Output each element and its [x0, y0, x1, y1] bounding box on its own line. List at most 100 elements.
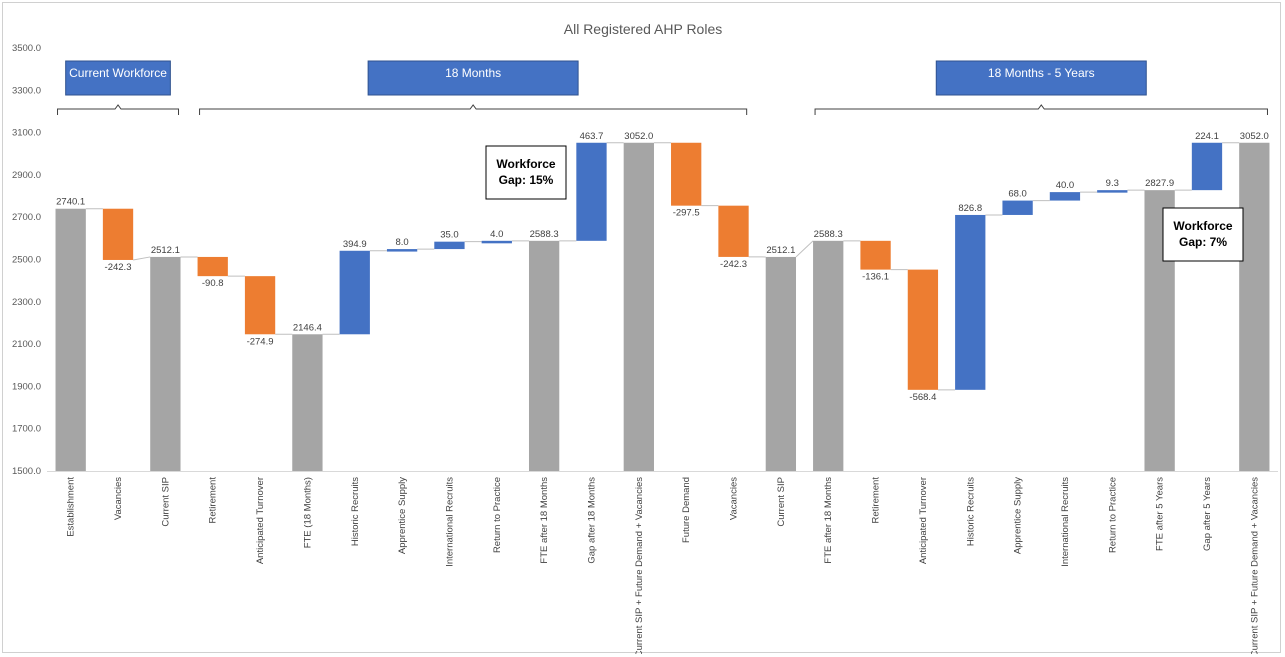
x-tick-label: Current SIP + Future Demand + Vacancies [1249, 477, 1260, 654]
data-label: -242.3 [720, 259, 747, 270]
bar-total [528, 240, 560, 471]
bar-increase [576, 142, 607, 241]
bar-increase [481, 240, 512, 244]
bar-decrease [244, 276, 276, 335]
data-label: 826.8 [958, 203, 982, 214]
x-axis: Establishment Vacancies Current SIP Retirem… [47, 471, 1278, 654]
x-tick-label: FTE after 18 Months [539, 477, 550, 564]
bar-total [55, 208, 86, 471]
data-label: -136.1 [862, 272, 889, 283]
data-labels: 2740.1 -242.3 2512.1 -90.8 -274.9 2146.4 394.9… [56, 131, 1269, 403]
bar-decrease [671, 142, 702, 206]
data-label: 2827.9 [1145, 178, 1174, 189]
bar-total [813, 240, 844, 471]
data-label: 2588.3 [530, 229, 559, 240]
section-box [367, 60, 579, 96]
y-tick-label: 1900.0 [12, 381, 41, 392]
data-label: -90.8 [202, 278, 224, 289]
y-tick-label: 2700.0 [12, 212, 41, 223]
annotations: Workforce Gap: 15% Workforce Gap: 7% [485, 145, 1244, 262]
connector-lines [85, 142, 1240, 391]
data-label: 2512.1 [766, 245, 795, 256]
connector-line [795, 240, 814, 258]
annotation-line-2: Gap: 7% [1179, 235, 1227, 249]
bar-increase [1191, 142, 1223, 191]
section-bracket [199, 104, 748, 115]
x-tick-label: Gap after 5 Years [1202, 477, 1213, 551]
section-box [65, 60, 171, 96]
bar-total [765, 256, 797, 471]
data-label: -274.9 [247, 336, 274, 347]
x-tick-label: Current SIP [776, 477, 787, 527]
annotation-box [1162, 207, 1244, 262]
bar-decrease [718, 205, 749, 257]
y-tick-label: 2100.0 [12, 339, 41, 350]
x-tick-label: Anticipated Turnover [918, 477, 929, 564]
data-label: 4.0 [490, 229, 503, 240]
y-tick-label: 3300.0 [12, 85, 41, 96]
bar-total [292, 334, 323, 471]
data-label: -297.5 [673, 208, 700, 219]
bar-increase [1049, 192, 1081, 201]
y-tick-label: 2300.0 [12, 297, 41, 308]
y-axis: 3500.0 3300.0 3100.0 2900.0 2700.0 2500.0 2300… [12, 43, 41, 477]
data-label: -242.3 [105, 262, 132, 273]
section-label: Current Workforce [69, 66, 167, 80]
data-label: 2512.1 [151, 245, 180, 256]
x-tick-label: Return to Practice [1107, 477, 1118, 553]
waterfall-chart: All Registered AHP Roles 3500.0 3300.0 310… [12, 21, 1278, 654]
bar-increase [1002, 200, 1033, 215]
bar-total [623, 142, 654, 471]
data-label: 2740.1 [56, 197, 85, 208]
section-box [935, 60, 1147, 96]
bar-total [150, 256, 181, 471]
x-tick-label: FTE after 5 Years [1155, 477, 1166, 551]
data-label: 68.0 [1008, 189, 1027, 200]
x-tick-label: FTE (18 Months) [302, 477, 313, 548]
data-label: 463.7 [580, 131, 604, 142]
bar-increase [434, 241, 465, 250]
x-tick-label: International Recruits [1060, 477, 1071, 567]
x-tick-label: Establishment [66, 477, 77, 537]
bar-decrease [197, 256, 228, 277]
data-label: 3052.0 [1240, 131, 1269, 142]
bar-increase [386, 249, 418, 252]
x-tick-label: Apprentice Supply [397, 477, 408, 554]
data-label: 394.9 [343, 239, 367, 250]
data-label: 9.3 [1106, 178, 1119, 189]
bar-increase [955, 214, 986, 390]
bar-total [1239, 142, 1270, 471]
x-tick-label: FTE after 18 Months [823, 477, 834, 564]
bar-decrease [907, 269, 939, 390]
y-tick-label: 2900.0 [12, 170, 41, 181]
connector-line [133, 256, 151, 261]
annotation-line-1: Workforce [1173, 219, 1232, 233]
section-label: 18 Months [445, 66, 501, 80]
x-tick-label: Apprentice Supply [1013, 477, 1024, 554]
data-label: 2146.4 [293, 322, 322, 333]
annotation-line-2: Gap: 15% [499, 173, 554, 187]
x-tick-label: International Recruits [444, 477, 455, 567]
section-label: 18 Months - 5 Years [988, 66, 1095, 80]
chart-title: All Registered AHP Roles [564, 21, 722, 37]
bar-increase [339, 250, 370, 335]
y-tick-label: 3500.0 [12, 43, 41, 54]
data-label: 8.0 [395, 237, 408, 248]
data-label: 3052.0 [624, 131, 653, 142]
y-tick-label: 1500.0 [12, 466, 41, 477]
x-tick-label: Vacancies [729, 477, 740, 520]
annotation-line-1: Workforce [496, 157, 555, 171]
data-label: -568.4 [909, 392, 936, 403]
x-tick-label: Gap after 18 Months [586, 477, 597, 564]
x-tick-label: Return to Practice [492, 477, 503, 553]
x-tick-label: Future Demand [681, 477, 692, 543]
section-headers: Current Workforce 18 Months 18 Months - 5 … [57, 60, 1268, 115]
section-bracket [57, 104, 180, 115]
x-tick-label: Current SIP + Future Demand + Vacancies [634, 477, 645, 654]
bars [55, 142, 1270, 471]
x-tick-label: Anticipated Turnover [255, 477, 266, 564]
data-label: 224.1 [1195, 131, 1219, 142]
x-tick-label: Historic Recruits [350, 477, 361, 546]
data-label: 2588.3 [814, 229, 843, 240]
